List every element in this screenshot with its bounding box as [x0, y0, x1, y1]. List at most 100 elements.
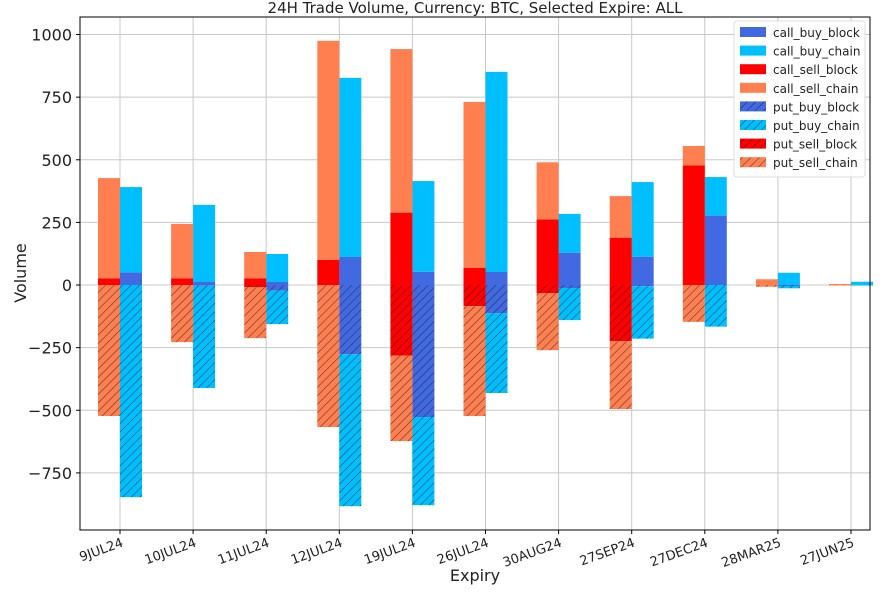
x-tick-label: 27JUN25	[798, 536, 856, 569]
bar-call_buy_block-9JUL24	[120, 272, 142, 286]
legend-item-put_buy_block: put_buy_block	[740, 100, 859, 114]
legend-label: call_sell_chain	[773, 82, 858, 96]
bar-put_buy_chain-27DEC24	[704, 285, 727, 327]
bar-call_buy_block-27DEC24	[704, 215, 727, 286]
bar-call_sell_chain-28MAR25	[755, 279, 778, 286]
bar-call_sell_chain-9JUL24	[98, 178, 120, 279]
x-tick-label: 19JUL24	[362, 536, 418, 568]
bar-put_buy_block-10JUL24	[193, 285, 216, 286]
legend-label: call_sell_block	[773, 63, 858, 77]
bar-put_sell_block-11JUL24	[244, 285, 267, 288]
bar-call_buy_chain-30AUG24	[558, 213, 581, 253]
bar-put_sell_block-26JUL24	[463, 285, 486, 307]
bar-call_buy_block-26JUL24	[485, 271, 508, 286]
bar-call_sell_chain-12JUL24	[317, 40, 340, 260]
bar-call_sell_chain-27DEC24	[682, 146, 705, 166]
legend-swatch	[740, 27, 766, 37]
bar-put_sell_chain-28MAR25	[755, 285, 778, 287]
legend-label: put_buy_block	[773, 100, 859, 114]
bar-call_sell_chain-27SEP24	[609, 196, 632, 238]
legend-swatch	[740, 64, 766, 75]
legend-swatch	[740, 82, 766, 93]
bar-put_sell_chain-27SEP24	[609, 341, 632, 410]
bar-call_buy_block-27SEP24	[631, 256, 654, 286]
y-tick-label: 1000	[31, 26, 72, 45]
plot-frame	[79, 16, 871, 531]
bar-call_sell_block-11JUL24	[244, 278, 267, 286]
legend-item-call_sell_block: call_sell_block	[740, 63, 858, 77]
chart-title: 24H Trade Volume, Currency: BTC, Selecte…	[268, 0, 684, 17]
bar-put_buy_chain-30AUG24	[558, 288, 581, 321]
x-tick-label: 12JUL24	[289, 536, 345, 568]
bar-call_sell_chain-30AUG24	[536, 162, 559, 220]
bar-put_sell_chain-26JUL24	[463, 306, 486, 417]
bar-call_sell_block-27SEP24	[609, 237, 632, 286]
bar-put_sell_chain-27JUN25	[829, 285, 851, 286]
legend-label: put_sell_block	[773, 138, 857, 152]
legend-item-call_buy_chain: call_buy_chain	[740, 45, 860, 59]
bar-put_buy_block-11JUL24	[266, 285, 289, 291]
x-tick-label: 27SEP24	[578, 536, 637, 570]
bar-put_sell_chain-27DEC24	[682, 285, 705, 322]
bar-put_sell_chain-11JUL24	[244, 287, 267, 339]
bar-call_buy_chain-26JUL24	[485, 71, 508, 272]
y-tick-label: 750	[41, 88, 72, 107]
bar-put_buy_chain-28MAR25	[777, 286, 800, 289]
bars	[98, 40, 873, 507]
bar-call_sell_chain-11JUL24	[244, 251, 267, 279]
bar-call_buy_chain-11JUL24	[266, 253, 289, 283]
bar-call_sell_block-30AUG24	[536, 219, 559, 286]
legend-item-put_sell_chain: put_sell_chain	[740, 156, 858, 170]
bar-call_buy_chain-9JUL24	[120, 187, 142, 273]
legend-label: call_buy_block	[773, 26, 860, 40]
bar-call_sell_block-19JUL24	[390, 212, 413, 286]
bar-put_sell_block-27SEP24	[609, 285, 632, 342]
y-tick-label: −500	[28, 401, 72, 420]
bar-put_buy_block-19JUL24	[412, 285, 435, 418]
y-tick-label: 500	[41, 151, 72, 170]
bar-put_buy_chain-9JUL24	[120, 285, 142, 498]
bar-put_buy_chain-11JUL24	[266, 290, 289, 325]
legend-item-call_buy_block: call_buy_block	[740, 26, 860, 40]
bar-put_buy_block-30AUG24	[558, 285, 581, 289]
bar-put_buy_chain-10JUL24	[193, 285, 216, 388]
bar-call_sell_block-26JUL24	[463, 267, 486, 286]
bar-call_buy_block-12JUL24	[339, 256, 362, 286]
bar-call_sell_block-9JUL24	[98, 278, 120, 286]
bar-call_sell_block-27DEC24	[682, 165, 705, 286]
x-tick-label: 9JUL24	[78, 536, 126, 566]
bar-put_sell_chain-10JUL24	[171, 285, 194, 343]
bar-call_sell_block-10JUL24	[171, 278, 194, 286]
bar-put_sell_chain-19JUL24	[390, 355, 413, 442]
bar-put_sell_block-30AUG24	[536, 285, 559, 294]
bar-call_buy_chain-10JUL24	[193, 204, 216, 283]
y-tick-label: 0	[62, 276, 72, 295]
bar-put_buy_block-27SEP24	[631, 285, 654, 287]
bar-call_buy_chain-12JUL24	[339, 77, 362, 257]
x-tick-label: 11JUL24	[216, 536, 272, 568]
x-tick-label: 30AUG24	[501, 536, 564, 571]
bar-call_buy_block-19JUL24	[412, 271, 435, 286]
y-tick-label: −250	[28, 339, 72, 358]
legend-item-put_sell_block: put_sell_block	[740, 138, 857, 152]
y-axis-ticks: −750 −500 −250 0 250 500 750 1000	[28, 26, 80, 483]
bar-put_buy_block-26JUL24	[485, 285, 508, 314]
bar-call_buy_chain-27JUN25	[851, 281, 873, 286]
bar-put_sell_chain-30AUG24	[536, 293, 559, 351]
bar-put_buy_chain-27JUN25	[851, 285, 873, 286]
y-tick-label: 250	[41, 213, 72, 232]
x-tick-label: 26JUL24	[435, 536, 491, 568]
bar-call_buy_chain-27SEP24	[631, 182, 654, 257]
bar-put_buy_chain-12JUL24	[339, 354, 362, 507]
x-axis-ticks: 9JUL24 10JUL24 11JUL24 12JUL24 19JUL24 26JUL2…	[78, 530, 856, 571]
bar-call_sell_chain-19JUL24	[390, 49, 413, 213]
bar-call_sell_chain-27JUN25	[829, 284, 851, 286]
legend-label: put_buy_chain	[773, 119, 860, 133]
legend-swatch	[740, 45, 766, 56]
legend-swatch	[740, 138, 766, 149]
bar-put_buy_block-12JUL24	[339, 285, 362, 355]
bar-call_sell_chain-26JUL24	[463, 101, 486, 268]
legend-label: call_buy_chain	[773, 45, 860, 59]
